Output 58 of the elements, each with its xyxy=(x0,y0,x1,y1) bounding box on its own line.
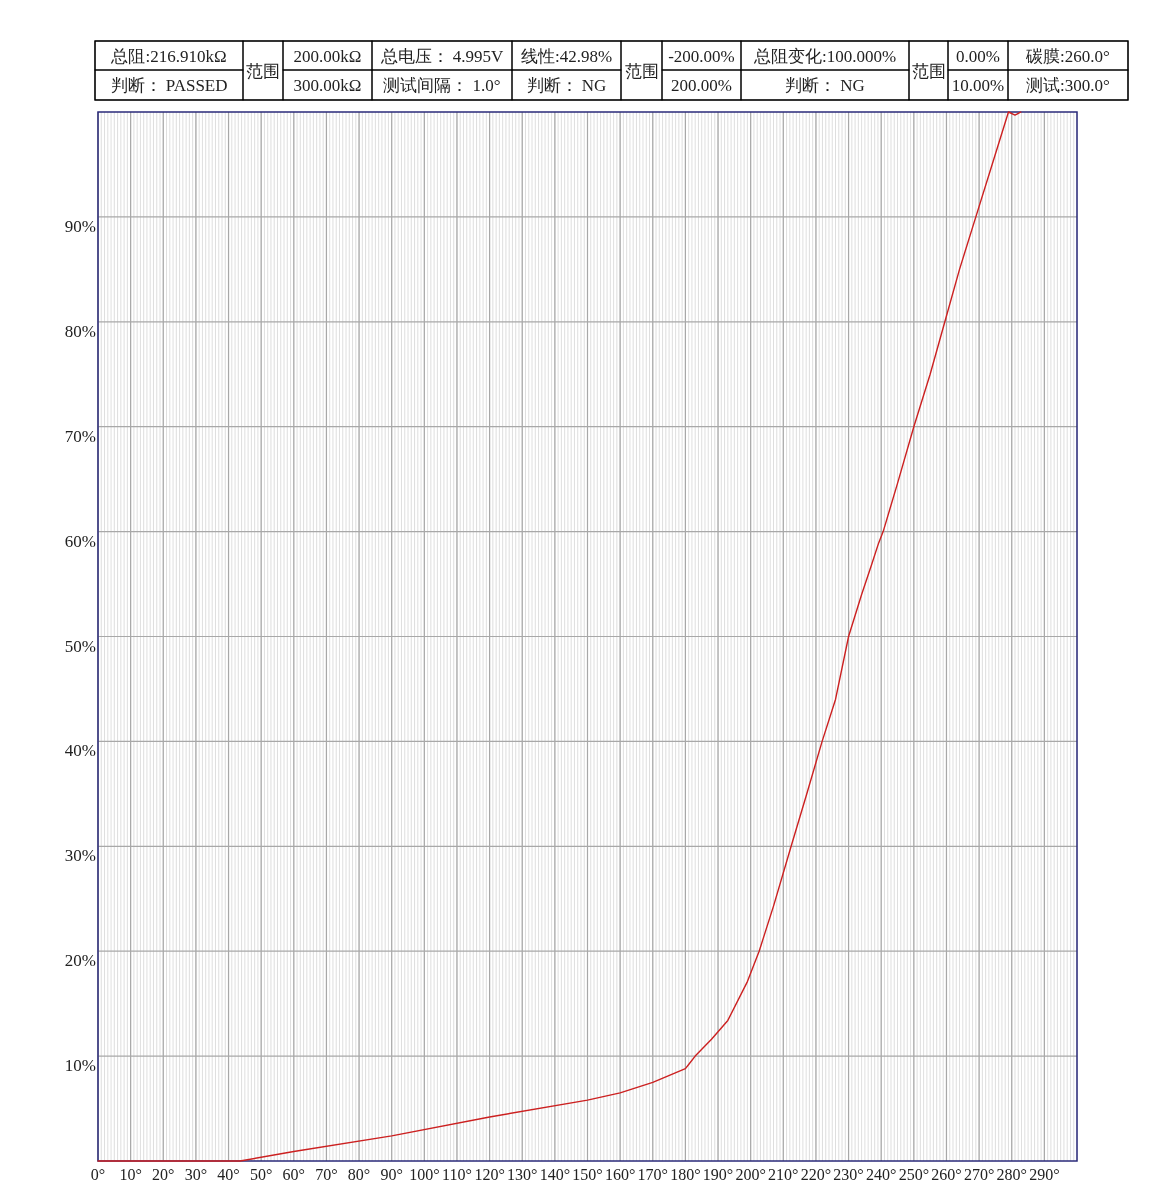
text: 0.00% xyxy=(956,46,1000,66)
x-tick-label: 260° xyxy=(931,1166,962,1183)
x-tick-label: 250° xyxy=(898,1166,930,1183)
text: 200.00kΩ xyxy=(293,46,362,66)
text: 总电压： 4.995V xyxy=(379,46,505,66)
x-tick-label: 270° xyxy=(963,1166,995,1183)
x-tick-label: 100° xyxy=(409,1166,440,1183)
x-tick-label: 130° xyxy=(507,1166,538,1183)
text: 判断： PASSED xyxy=(110,76,228,95)
text: 判断： NG xyxy=(526,76,607,95)
x-tick-label: 160° xyxy=(604,1166,636,1183)
x-tick-label: 110° xyxy=(442,1166,472,1183)
x-tick-label: 120° xyxy=(474,1166,505,1183)
x-tick-label: 0° xyxy=(90,1166,106,1183)
x-tick-label: 10° xyxy=(119,1166,142,1183)
text: 10.00% xyxy=(951,76,1005,95)
text: 总阻变化:100.000% xyxy=(752,46,897,66)
x-tick-label: 170° xyxy=(637,1166,668,1183)
y-tick-label: 30% xyxy=(64,846,96,866)
y-tick-label: 60% xyxy=(64,531,96,551)
text: 线性:42.98% xyxy=(520,46,613,66)
text: 范围 xyxy=(246,61,280,81)
x-tick-label: 280° xyxy=(996,1166,1027,1183)
y-tick-label: 50% xyxy=(64,636,96,656)
x-tick-label: 190° xyxy=(702,1166,734,1183)
x-tick-label: 220° xyxy=(800,1166,832,1183)
y-tick-label: 70% xyxy=(64,426,96,446)
text: 碳膜:260.0° xyxy=(1025,46,1110,66)
text: 总阻:216.910kΩ xyxy=(110,46,227,66)
text: 测试:300.0° xyxy=(1026,76,1110,95)
x-tick-label: 30° xyxy=(184,1166,208,1183)
text: 范围 xyxy=(911,61,946,81)
x-tick-label: 90° xyxy=(380,1166,403,1183)
y-tick-label: 40% xyxy=(64,741,96,761)
y-tick-label: 20% xyxy=(64,951,96,971)
x-tick-label: 230° xyxy=(833,1166,864,1183)
y-tick-label: 80% xyxy=(64,321,96,341)
y-tick-label: 10% xyxy=(64,1056,96,1076)
x-tick-label: 70° xyxy=(315,1166,338,1183)
y-tick-label: 90% xyxy=(64,216,96,236)
text: 判断： NG xyxy=(785,76,865,95)
text: 测试间隔： 1.0° xyxy=(383,76,501,95)
x-tick-label: 290° xyxy=(1029,1166,1060,1183)
x-tick-label: 240° xyxy=(866,1166,897,1183)
x-tick-label: 40° xyxy=(217,1166,240,1183)
text: -200.00% xyxy=(668,46,735,66)
x-tick-label: 140° xyxy=(539,1166,571,1183)
x-tick-label: 150° xyxy=(572,1166,603,1183)
x-tick-label: 20° xyxy=(152,1166,175,1183)
text: 范围 xyxy=(624,61,659,81)
x-tick-label: 80° xyxy=(347,1166,371,1183)
x-tick-label: 200° xyxy=(735,1166,766,1183)
x-tick-label: 210° xyxy=(768,1166,799,1183)
x-tick-label: 50° xyxy=(249,1166,273,1183)
text: 300.00kΩ xyxy=(293,76,362,95)
x-tick-label: 60° xyxy=(282,1166,305,1183)
x-tick-label: 180° xyxy=(670,1166,701,1183)
text: 200.00% xyxy=(671,76,732,95)
